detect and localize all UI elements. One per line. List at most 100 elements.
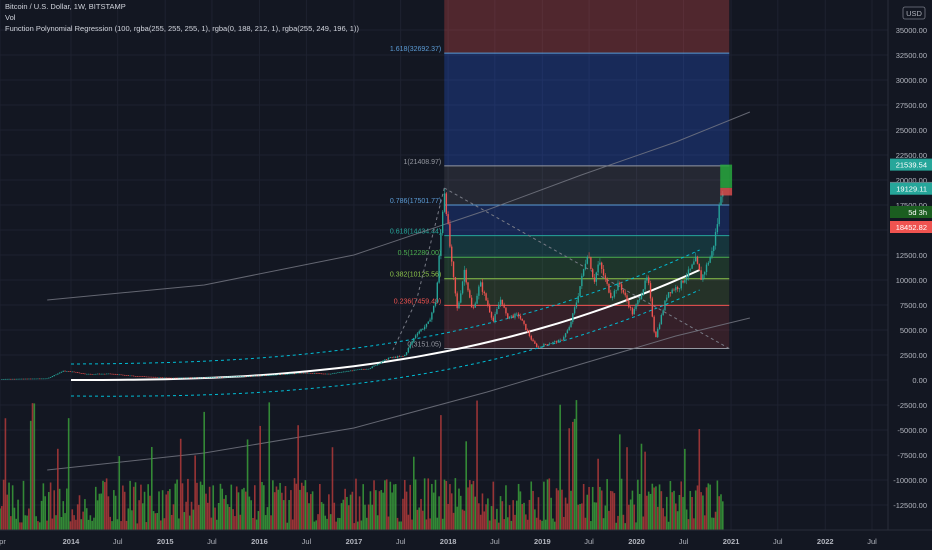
candle-body [30,378,32,380]
candle-body [185,377,187,379]
price-axis[interactable] [888,0,932,550]
candle-body [114,374,117,375]
x-tick-label: Jul [113,537,123,546]
position-stop-zone[interactable] [720,187,733,196]
volume-bar [349,494,352,530]
candle-body [22,378,25,380]
candle-body [398,356,401,357]
candle-body [228,376,231,378]
volume-bar [456,506,458,530]
volume-bar [508,505,511,530]
volume-bar [440,415,442,530]
candle-body [174,377,176,379]
candle-body [498,304,500,309]
candle-body [678,288,681,290]
candle-body [73,371,75,373]
volume-bar [82,511,84,530]
candle-body [369,368,372,369]
candle-body [420,329,422,332]
volume-bar [429,518,431,530]
fib-zone-top [444,0,730,54]
candle-body [438,256,440,283]
volume-bar [600,490,603,530]
volume-bar [216,519,218,530]
candle-body [169,377,171,379]
volume-bar [302,485,305,530]
candle-body [277,374,279,375]
volume-bar [100,493,102,530]
volume-bar [693,518,695,530]
volume-bar [633,504,636,530]
candle-body [62,370,64,372]
volume-bar [445,480,448,530]
volume-bar [109,516,112,530]
candle-body [53,375,55,377]
candle-body [649,283,652,299]
candle-body [559,339,561,341]
candle-body [125,375,128,376]
volume-bar [102,480,104,530]
indicator-legend[interactable]: Function Polynomial Regression (100, rgb… [5,24,359,33]
volume-bar [205,493,207,530]
volume-bar [351,491,354,530]
volume-bar [378,491,381,530]
candle-body [167,377,169,379]
volume-bar [329,514,332,530]
volume-bar [107,496,110,530]
x-tick-label: Jul [396,537,406,546]
volume-bar [441,518,444,530]
volume-bar [105,478,108,530]
candle-body [304,372,307,374]
candle-body [601,262,603,270]
volume-bar [44,496,46,530]
volume-bar [687,519,690,530]
candle-body [48,377,50,379]
position-target-zone[interactable] [720,164,733,188]
candle-body [261,375,263,377]
candle-body [671,289,673,294]
volume-bar [250,500,252,530]
time-axis[interactable] [0,530,932,550]
volume-bar [281,492,283,530]
candle-body [279,374,281,375]
symbol-legend[interactable]: Bitcoin / U.S. Dollar, 1W, BITSTAMP [5,2,126,11]
volume-bar [449,484,451,530]
volume-bar [10,516,12,530]
volume-bar [366,517,368,530]
volume-bar [315,520,318,530]
candle-body [19,378,21,380]
candle-body [626,295,628,301]
candle-body [476,295,478,304]
fib-band [444,204,730,236]
y-tick-label: 35000.00 [896,26,927,35]
candle-body [640,294,643,300]
volume-bar [375,490,377,530]
candle-body [687,269,690,277]
candle-body [118,374,120,376]
candle-body [682,280,684,283]
candle-body [516,313,518,315]
volume-bar [609,490,612,530]
volume-bar [80,519,83,530]
volume-bar [387,516,390,530]
candle-body [378,363,381,365]
y-tick-label: 10000.00 [896,276,927,285]
volume-legend[interactable]: Vol [5,13,16,22]
volume-bar [658,484,661,530]
candle-body [198,377,200,379]
volume-bar [203,411,205,530]
candle-body [517,313,520,316]
volume-bar [698,429,701,530]
currency-box[interactable] [902,6,926,20]
candle-body [461,281,464,294]
volume-bar [342,499,345,530]
y-tick-label: 7500.00 [900,301,927,310]
price-candles[interactable] [1,188,724,380]
candle-body [657,329,659,338]
volume-bar [707,483,710,530]
volume-bar [479,514,482,530]
candle-body [667,292,670,298]
candle-body [666,297,668,301]
